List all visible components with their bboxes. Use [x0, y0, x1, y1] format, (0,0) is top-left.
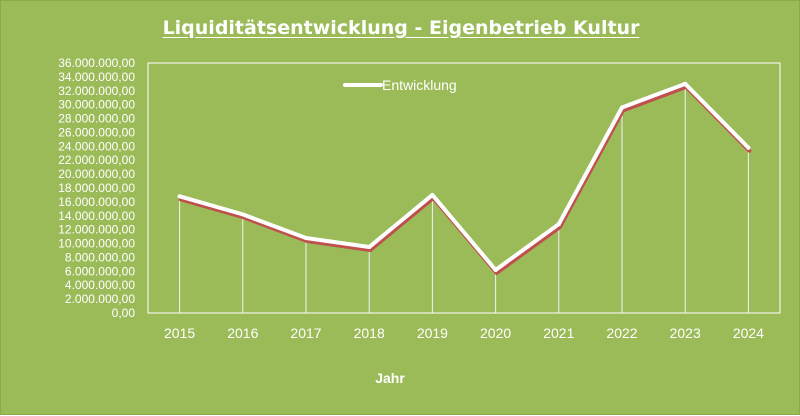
- y-tick-label: 22.000.000,00: [58, 153, 135, 167]
- y-tick-label: 28.000.000,00: [58, 112, 135, 126]
- x-tick-label: 2023: [670, 325, 701, 341]
- x-axis-label: Jahr: [375, 370, 405, 386]
- y-tick-label: 30.000.000,00: [58, 98, 135, 112]
- y-tick-label: 16.000.000,00: [58, 195, 135, 209]
- x-tick-label: 2022: [606, 325, 637, 341]
- data-point: [683, 81, 688, 86]
- x-tick-label: 2021: [543, 325, 574, 341]
- data-point: [620, 105, 624, 110]
- series-line-shadow: [178, 84, 752, 275]
- x-tick-label: 2017: [290, 325, 321, 341]
- y-tick-label: 34.000.000,00: [58, 70, 135, 84]
- data-point: [493, 267, 498, 272]
- y-tick-label: 26.000.000,00: [58, 125, 135, 139]
- x-tick-label: 2019: [417, 325, 448, 341]
- x-tick-label: 2015: [164, 325, 195, 341]
- data-point: [556, 222, 561, 227]
- chart-title: Liquiditätsentwicklung - Eigenbetrieb Ku…: [162, 17, 640, 39]
- y-tick-label: 12.000.000,00: [58, 223, 135, 237]
- plot-area-border: [147, 62, 781, 314]
- data-point: [240, 212, 245, 217]
- y-tick-label: 4.000.000,00: [65, 278, 135, 292]
- x-tick-label: 2020: [480, 325, 511, 341]
- data-point: [367, 245, 372, 250]
- y-tick-label: 0,00: [112, 306, 136, 320]
- x-tick-label: 2024: [733, 325, 764, 341]
- data-point: [177, 194, 182, 199]
- y-axis-ticks: 0,002.000.000,004.000.000,006.000.000,00…: [58, 56, 135, 320]
- data-point: [430, 192, 435, 197]
- y-tick-label: 8.000.000,00: [65, 250, 135, 264]
- drop-lines: [179, 83, 749, 313]
- y-tick-label: 18.000.000,00: [58, 181, 135, 195]
- y-tick-label: 36.000.000,00: [58, 56, 135, 70]
- y-tick-label: 2.000.000,00: [65, 292, 135, 306]
- y-tick-label: 6.000.000,00: [65, 264, 135, 278]
- x-tick-label: 2016: [227, 325, 258, 341]
- y-tick-label: 10.000.000,00: [58, 237, 135, 251]
- data-point: [304, 236, 308, 240]
- series-group: [177, 81, 752, 275]
- data-point: [746, 145, 751, 150]
- series-line-entwicklung: [177, 81, 751, 272]
- y-tick-label: 24.000.000,00: [58, 139, 135, 153]
- y-tick-label: 14.000.000,00: [58, 209, 135, 223]
- x-tick-label: 2018: [354, 325, 385, 341]
- y-tick-label: 32.000.000,00: [58, 84, 135, 98]
- legend: Entwicklung: [343, 77, 457, 93]
- y-tick-label: 20.000.000,00: [58, 167, 135, 181]
- legend-label: Entwicklung: [382, 77, 457, 93]
- x-axis-ticks: 2015 2016 2017 2018 2019 2020 2021 2022 2023 2024: [164, 325, 764, 341]
